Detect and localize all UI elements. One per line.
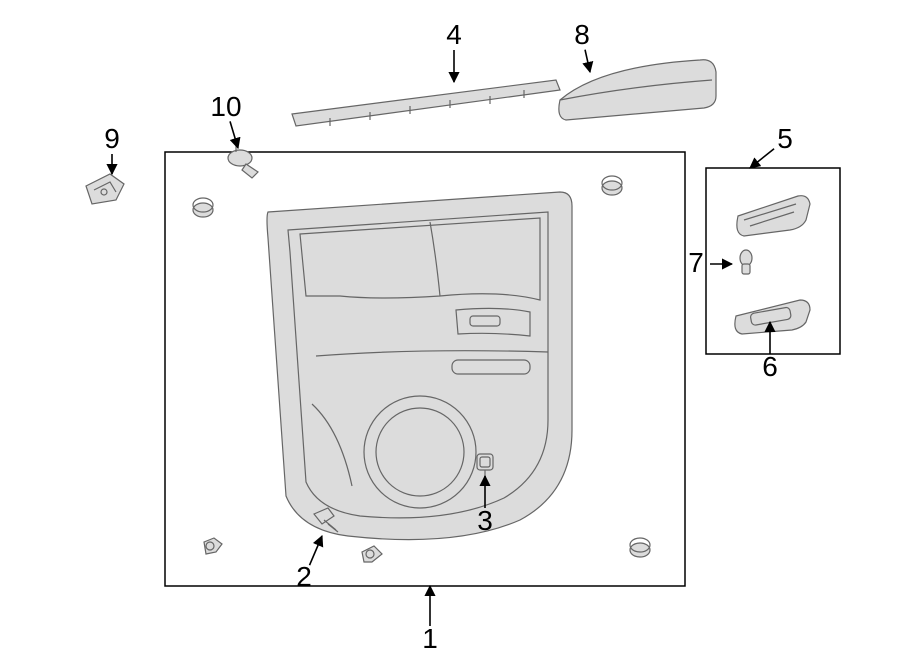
callout-number-9: 9: [104, 123, 120, 154]
callout-number-3: 3: [477, 505, 493, 536]
callout-number-8: 8: [574, 19, 590, 50]
bolt: [362, 546, 382, 562]
bulb: [740, 250, 752, 274]
corner-bolt: [204, 538, 222, 554]
door-trim-panel: [267, 192, 572, 540]
callout-number-6: 6: [762, 351, 778, 382]
leader-line: [230, 121, 238, 148]
corner-clip: [602, 176, 622, 195]
leader-line: [750, 149, 774, 168]
callout-number-5: 5: [777, 123, 793, 154]
lamp-lens: [735, 300, 810, 334]
corner-clip: [630, 538, 650, 557]
armrest-cap: [559, 60, 716, 120]
corner-clip: [193, 198, 213, 217]
lamp-housing: [737, 196, 810, 236]
bulb-socket: [228, 142, 258, 178]
switch-bracket: [86, 174, 124, 204]
callout-number-1: 1: [422, 623, 438, 654]
callout-number-2: 2: [296, 561, 312, 592]
belt-weatherstrip: [292, 80, 560, 126]
callout-number-4: 4: [446, 19, 462, 50]
leader-line: [585, 50, 590, 72]
callout-number-10: 10: [210, 91, 241, 122]
callout-number-7: 7: [688, 247, 704, 278]
